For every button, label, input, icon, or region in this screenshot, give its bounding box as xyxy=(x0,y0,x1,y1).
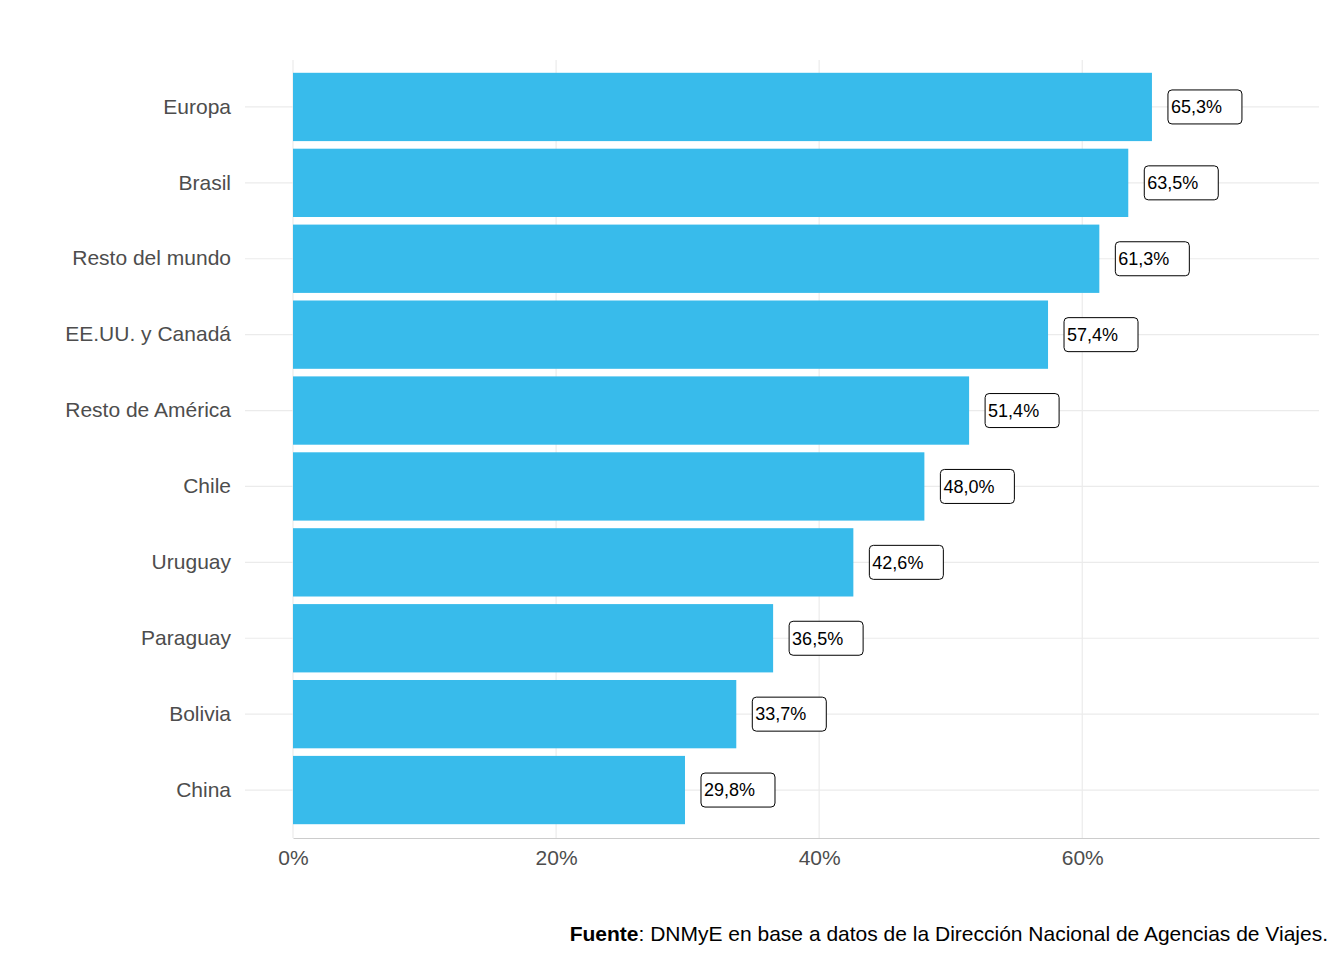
data-label: 61,3% xyxy=(1115,242,1189,276)
data-label: 48,0% xyxy=(940,469,1014,503)
bars xyxy=(293,73,1152,824)
bar xyxy=(293,225,1099,293)
tick-label: 40% xyxy=(799,846,841,869)
tick-label: Brasil xyxy=(178,171,231,194)
tick: Bolivia xyxy=(169,702,231,725)
data-label: 33,7% xyxy=(752,697,826,731)
bar xyxy=(293,756,685,824)
label-box xyxy=(940,469,1014,503)
label-box xyxy=(789,621,863,655)
tick: Uruguay xyxy=(152,550,232,573)
data-label: 36,5% xyxy=(789,621,863,655)
bar xyxy=(293,528,853,596)
tick-label: 20% xyxy=(536,846,578,869)
label-box xyxy=(1168,90,1242,124)
tick: 20% xyxy=(536,838,578,869)
data-label-text: 65,3% xyxy=(1171,97,1222,117)
tick: Resto del mundo xyxy=(72,246,231,269)
label-box xyxy=(701,773,775,807)
y-axis: Europa Brasil Resto del mundo EE.UU. y Cana… xyxy=(65,95,231,801)
tick-label: 60% xyxy=(1062,846,1104,869)
data-label-text: 36,5% xyxy=(792,629,843,649)
tick-label: Resto del mundo xyxy=(72,246,231,269)
tick: Resto de América xyxy=(65,398,231,421)
chart: 0% 20% 40% 60% Europa Brasil Resto del mundo EE… xyxy=(0,0,1344,960)
tick: EE.UU. y Canadá xyxy=(65,322,231,345)
label-box xyxy=(1064,318,1138,352)
tick: Brasil xyxy=(178,171,231,194)
tick-label: Europa xyxy=(163,95,231,118)
caption: Fuente: DNMyE en base a datos de la Dire… xyxy=(570,922,1328,945)
bar xyxy=(293,73,1152,141)
data-label-text: 42,6% xyxy=(872,553,923,573)
data-label-text: 63,5% xyxy=(1147,173,1198,193)
tick-label: Uruguay xyxy=(152,550,232,573)
data-label: 51,4% xyxy=(985,394,1059,428)
label-box xyxy=(985,394,1059,428)
x-axis: 0% 20% 40% 60% xyxy=(278,838,1319,869)
tick-label: Resto de América xyxy=(65,398,231,421)
data-label-text: 61,3% xyxy=(1118,249,1169,269)
bar xyxy=(293,452,924,520)
label-box xyxy=(869,545,943,579)
data-label-text: 48,0% xyxy=(943,477,994,497)
tick-label: Paraguay xyxy=(141,626,231,649)
data-label-text: 51,4% xyxy=(988,401,1039,421)
bar xyxy=(293,680,736,748)
tick: China xyxy=(176,778,231,801)
data-label: 29,8% xyxy=(701,773,775,807)
axis-line xyxy=(294,838,1320,839)
bar xyxy=(293,149,1128,217)
bar xyxy=(293,300,1048,368)
data-label: 42,6% xyxy=(869,545,943,579)
tick-label: China xyxy=(176,778,231,801)
data-label: 63,5% xyxy=(1144,166,1218,200)
tick: 40% xyxy=(799,838,841,869)
tick-label: Chile xyxy=(183,474,231,497)
tick: 60% xyxy=(1062,838,1104,869)
grid xyxy=(245,60,1319,838)
label-box xyxy=(1144,166,1218,200)
tick: 0% xyxy=(278,838,308,869)
data-label: 65,3% xyxy=(1168,90,1242,124)
bar xyxy=(293,604,773,672)
data-label-text: 29,8% xyxy=(704,780,755,800)
tick-label: EE.UU. y Canadá xyxy=(65,322,231,345)
tick-label: Bolivia xyxy=(169,702,231,725)
caption-bold: Fuente xyxy=(570,922,639,945)
label-box xyxy=(1115,242,1189,276)
tick: Paraguay xyxy=(141,626,231,649)
data-label: 57,4% xyxy=(1064,318,1138,352)
data-label-text: 33,7% xyxy=(755,704,806,724)
data-label-text: 57,4% xyxy=(1067,325,1118,345)
data-labels: 65,3% 63,5% 61,3% 57,4% 51,4% 48,0% 42,6% 36,5%… xyxy=(701,90,1242,807)
tick: Chile xyxy=(183,474,231,497)
tick-label: 0% xyxy=(278,846,308,869)
label-box xyxy=(752,697,826,731)
caption-rest: : DNMyE en base a datos de la Dirección … xyxy=(638,922,1328,945)
tick: Europa xyxy=(163,95,231,118)
bar xyxy=(293,376,969,444)
